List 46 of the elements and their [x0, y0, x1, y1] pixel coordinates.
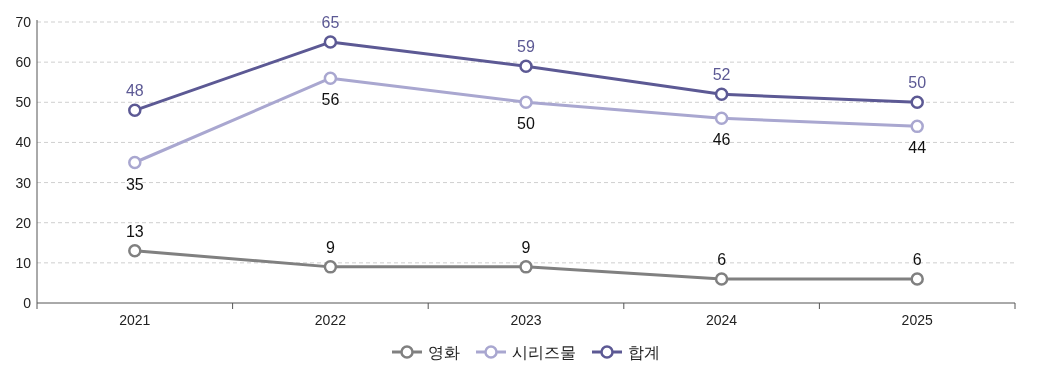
y-tick-label: 50 — [15, 94, 32, 111]
data-label: 46 — [712, 131, 731, 149]
y-tick-label: 0 — [23, 295, 32, 311]
x-tick-label: 2025 — [901, 312, 933, 328]
point — [714, 111, 729, 126]
data-label: 6 — [912, 250, 922, 268]
data-label: 56 — [321, 91, 340, 109]
y-tick-label: 30 — [15, 174, 32, 191]
point — [128, 244, 142, 258]
y-tick-label: 10 — [15, 254, 32, 271]
data-label: 52 — [712, 66, 731, 84]
point — [714, 87, 729, 102]
x-tick-label: 2021 — [119, 312, 151, 328]
legend-label: 시리즈물 — [512, 344, 576, 361]
y-tick-label: 60 — [15, 54, 32, 71]
point — [128, 103, 142, 118]
y-tick-label: 20 — [15, 214, 32, 231]
x-tick-label: 2023 — [510, 312, 542, 328]
data-label: 9 — [325, 238, 335, 256]
data-label: 35 — [125, 175, 144, 193]
point — [519, 59, 533, 73]
data-label: 9 — [521, 238, 531, 256]
data-label: 50 — [517, 115, 535, 133]
data-label: 44 — [908, 139, 927, 157]
legend-label: 합계 — [628, 344, 660, 361]
legend-label: 영화 — [428, 344, 460, 361]
y-tick-label: 40 — [15, 134, 32, 151]
data-label: 65 — [321, 14, 340, 32]
point — [910, 95, 924, 110]
point — [323, 71, 338, 85]
point — [910, 272, 924, 286]
point — [323, 35, 338, 49]
y-tick-label: 70 — [15, 14, 32, 30]
point — [519, 260, 533, 274]
data-label: 48 — [125, 82, 144, 100]
x-tick-label: 2022 — [314, 312, 347, 328]
data-label: 59 — [517, 38, 535, 56]
data-label: 50 — [908, 74, 927, 92]
point — [128, 155, 142, 170]
data-label: 13 — [125, 222, 144, 240]
x-tick-label: 2024 — [706, 312, 738, 328]
point — [910, 119, 924, 134]
data-label: 6 — [717, 250, 727, 268]
point — [519, 95, 533, 110]
point — [323, 260, 338, 274]
point — [714, 272, 729, 286]
